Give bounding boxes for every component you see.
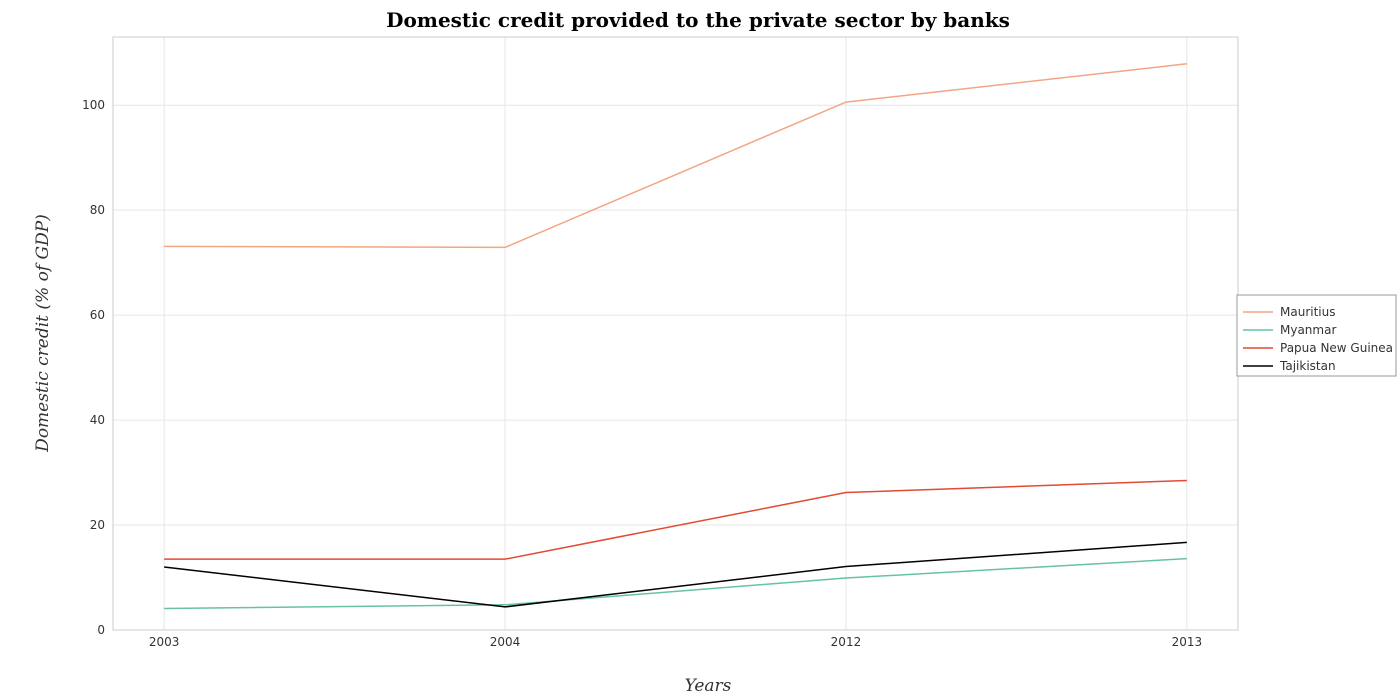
x-tick-label: 2012: [831, 635, 862, 649]
y-tick-label: 100: [82, 98, 105, 112]
series-line-papua-new-guinea: [164, 479, 1187, 560]
x-axis-label: Years: [685, 676, 732, 696]
legend-label: Tajikistan: [1279, 359, 1336, 373]
legend-label: Mauritius: [1280, 305, 1335, 319]
y-tick-label: 20: [90, 518, 105, 532]
y-tick-label: 0: [97, 623, 105, 637]
legend: Mauritius Myanmar Papua New Guinea Tajikist…: [1236, 294, 1397, 377]
x-tick-label: 2003: [149, 635, 180, 649]
series-lines: [164, 63, 1187, 610]
plot-frame: [112, 36, 1239, 631]
x-gridlines: [163, 37, 1188, 630]
y-tick-label: 40: [90, 413, 105, 427]
legend-label: Papua New Guinea: [1280, 341, 1393, 355]
x-tick-label: 2004: [490, 635, 521, 649]
series-line-myanmar: [164, 557, 1187, 610]
y-axis-label: Domestic credit (% of GDP): [33, 214, 53, 453]
legend-box: [1236, 294, 1397, 377]
series-line-tajikistan: [164, 541, 1187, 608]
x-tick-label: 2013: [1172, 635, 1203, 649]
legend-label: Myanmar: [1280, 323, 1336, 337]
y-tick-label: 80: [90, 203, 105, 217]
series-line-mauritius: [164, 63, 1187, 249]
x-axis-ticks: 2003 2004 2012 2013: [149, 635, 1202, 649]
chart-title: Domestic credit provided to the private …: [386, 8, 1010, 32]
y-tick-label: 60: [90, 308, 105, 322]
y-axis-ticks: 0 20 40 60 80 100: [82, 98, 105, 637]
